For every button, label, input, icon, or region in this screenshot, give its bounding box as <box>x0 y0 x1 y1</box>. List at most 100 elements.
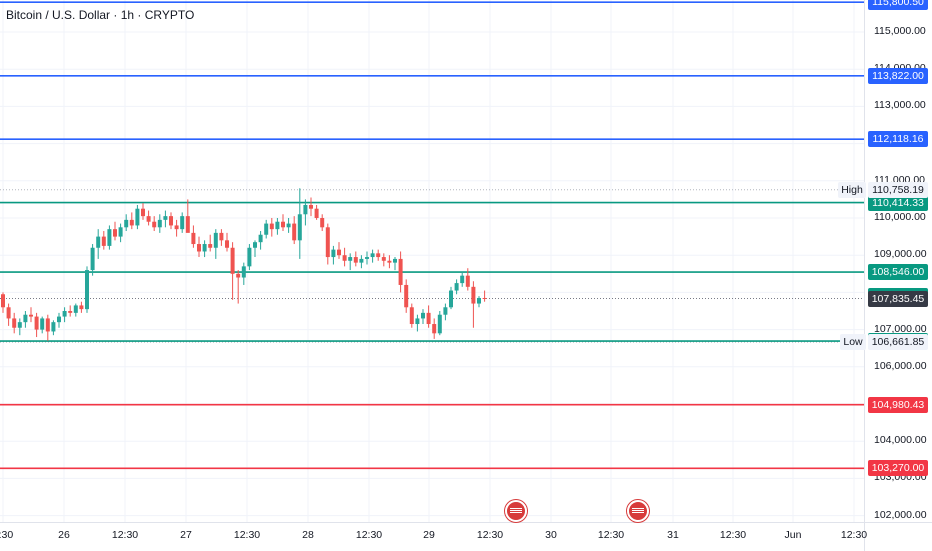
candle-body <box>320 218 325 228</box>
candle-body <box>197 244 201 252</box>
candle-body <box>230 247 235 274</box>
candle-body <box>359 258 364 263</box>
high-tag: High <box>838 181 866 198</box>
candle-body <box>409 307 414 325</box>
x-tick-label: 12:30 <box>476 529 504 541</box>
level-price-label[interactable]: 112,118.16 <box>868 131 928 148</box>
time-axis[interactable] <box>0 522 864 551</box>
candle-body <box>174 225 179 230</box>
candle-body <box>141 208 145 217</box>
candle-body <box>107 229 112 246</box>
candle-body <box>12 318 17 328</box>
candle-body <box>185 216 190 233</box>
x-tick-label: 29 <box>423 529 435 541</box>
candle-body <box>241 266 246 278</box>
y-tick-label: 107,000.00 <box>874 322 927 335</box>
x-tick-label: 30 <box>545 529 557 541</box>
candle-body <box>482 297 487 299</box>
candle-body <box>421 312 425 319</box>
x-tick-label: 12:30 <box>840 529 868 541</box>
candle-body <box>135 208 140 226</box>
us-flag-icon[interactable] <box>627 500 649 522</box>
candle-body <box>370 253 375 258</box>
x-tick-label: 26 <box>58 529 70 541</box>
level-price-label[interactable]: 113,822.00 <box>868 67 928 84</box>
candle-body <box>258 234 263 243</box>
candle-body <box>34 316 39 330</box>
level-price-label[interactable]: 108,546.00 <box>868 264 928 281</box>
candle-body <box>62 311 67 317</box>
candle-body <box>29 314 33 317</box>
candle-body <box>331 249 336 258</box>
candle-body <box>264 223 269 235</box>
us-flag-icon[interactable] <box>505 500 527 522</box>
x-tick-label: 2:30 <box>0 529 14 541</box>
candle-body <box>191 232 196 245</box>
level-price-label[interactable]: 115,800.50 <box>868 0 928 11</box>
candle-body <box>415 318 420 325</box>
candle-body <box>90 247 95 271</box>
candle-body <box>157 219 162 228</box>
candle-body <box>1 294 5 308</box>
candle-body <box>124 219 129 228</box>
candle-body <box>169 216 173 226</box>
candle-body <box>40 318 45 330</box>
x-tick-label: 28 <box>302 529 314 541</box>
candle-body <box>51 322 56 332</box>
candle-body <box>443 307 448 315</box>
candle-body <box>303 204 308 215</box>
candle-body <box>286 223 291 228</box>
candle-body <box>146 216 151 222</box>
candle-body <box>118 227 123 237</box>
candle-body <box>325 227 330 258</box>
candle-body <box>96 236 101 248</box>
candle-body <box>437 314 442 334</box>
x-tick-label: 12:30 <box>719 529 747 541</box>
x-tick-label: 27 <box>180 529 192 541</box>
candle-body <box>17 322 22 328</box>
x-tick-label: 12:30 <box>111 529 139 541</box>
y-tick-label: 104,000.00 <box>874 434 927 447</box>
candle-body <box>337 249 341 256</box>
candle-body <box>57 316 61 323</box>
candle-body <box>297 214 302 241</box>
candle-body <box>208 244 213 248</box>
candle-body <box>23 314 28 323</box>
candle-body <box>365 257 369 259</box>
y-tick-label: 109,000.00 <box>874 248 927 261</box>
candle-body <box>275 221 280 230</box>
candle-body <box>314 208 319 218</box>
candle-body <box>213 232 218 248</box>
candle-body <box>73 305 78 313</box>
candle-body <box>309 204 313 209</box>
candle-body <box>398 258 403 285</box>
high-price-label[interactable]: 110,758.19 <box>868 181 928 198</box>
level-price-label[interactable]: 110,414.33 <box>868 194 928 211</box>
y-tick-label: 110,000.00 <box>874 211 926 223</box>
candle-body <box>45 318 50 332</box>
candle-body <box>219 232 224 241</box>
level-price-label[interactable]: 104,980.43 <box>868 396 928 413</box>
level-price-label[interactable]: 103,270.00 <box>868 460 928 477</box>
candle-body <box>85 270 89 310</box>
candle-body <box>477 297 481 304</box>
last-price-label[interactable]: 107,835.45 <box>868 290 928 307</box>
low-tag: Low <box>840 334 866 351</box>
x-tick-label: 12:30 <box>233 529 261 541</box>
x-tick-label: 12:30 <box>355 529 383 541</box>
candle-body <box>387 260 392 263</box>
price-axis[interactable] <box>864 0 932 522</box>
candle-body <box>376 253 381 258</box>
candle-body <box>465 275 470 287</box>
low-price-label[interactable]: 106,661.85 <box>868 334 928 351</box>
candle-body <box>348 257 353 261</box>
candle-body <box>163 216 168 220</box>
candle-body <box>225 240 229 248</box>
candle-body <box>113 229 117 237</box>
axis-corner <box>864 522 932 551</box>
candle-body <box>432 324 437 334</box>
y-tick-label: 106,000.00 <box>874 359 927 372</box>
candle-body <box>281 221 285 228</box>
candle-body <box>460 275 465 284</box>
